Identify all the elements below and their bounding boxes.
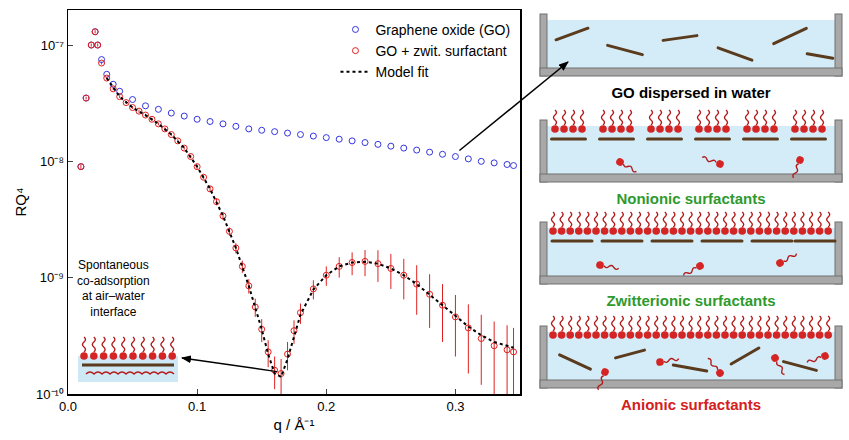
svg-text:0.2: 0.2 [317, 399, 335, 414]
svg-text:Model fit: Model fit [375, 64, 428, 80]
svg-text:GO + zwit. surfactant: GO + zwit. surfactant [375, 43, 506, 59]
svg-text:10⁻¹⁰: 10⁻¹⁰ [36, 387, 64, 402]
svg-text:10⁻⁹: 10⁻⁹ [40, 270, 64, 285]
svg-text:q / Å⁻¹: q / Å⁻¹ [274, 416, 315, 433]
svg-text:10⁻⁸: 10⁻⁸ [40, 154, 64, 169]
svg-text:0.0: 0.0 [59, 399, 77, 414]
svg-text:GO dispersed in water: GO dispersed in water [611, 84, 770, 101]
svg-text:RQ⁴: RQ⁴ [12, 188, 29, 217]
svg-text:Anionic surfactants: Anionic surfactants [621, 396, 761, 413]
svg-text:0.3: 0.3 [446, 399, 464, 414]
svg-text:Zwitterionic surfactants: Zwitterionic surfactants [606, 292, 775, 309]
svg-text:10⁻⁷: 10⁻⁷ [41, 38, 64, 53]
svg-text:Graphene oxide (GO): Graphene oxide (GO) [375, 22, 510, 38]
svg-text:0.1: 0.1 [188, 399, 206, 414]
svg-text:Spontaneousco-adsorptionat air: Spontaneousco-adsorptionat air–waterinte… [77, 258, 150, 319]
svg-text:Nonionic surfactants: Nonionic surfactants [616, 190, 765, 207]
